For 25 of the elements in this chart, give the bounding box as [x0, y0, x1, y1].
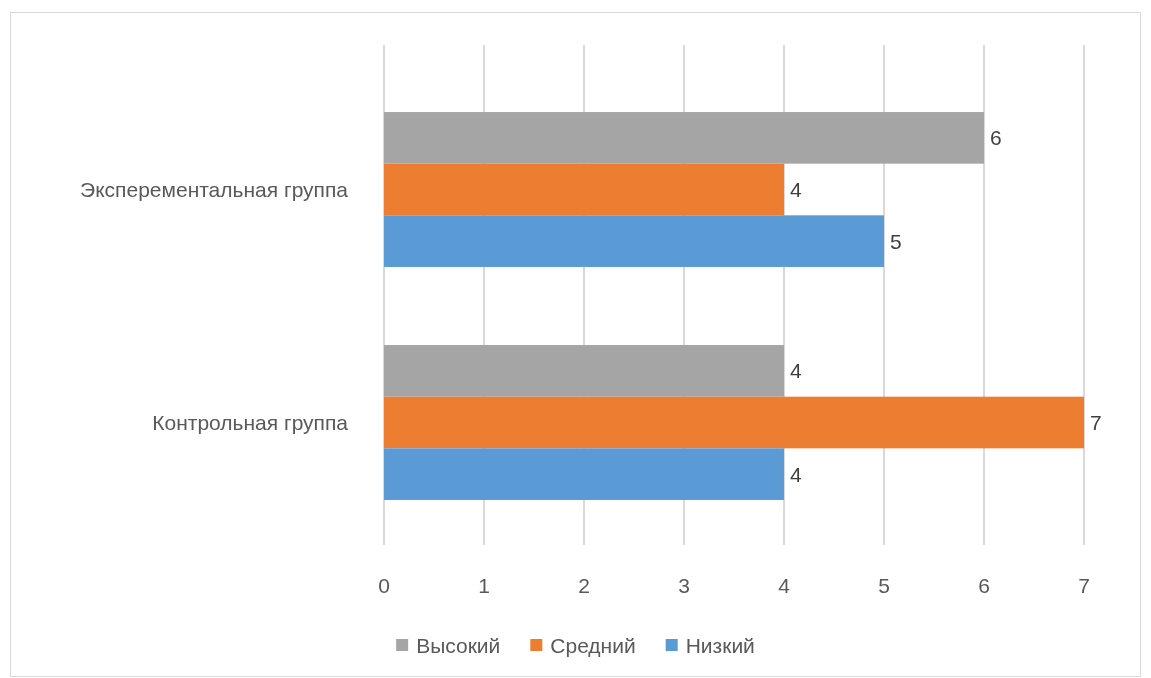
x-tick-label: 6 [978, 573, 990, 597]
data-label: 7 [1090, 411, 1102, 434]
data-label: 4 [790, 462, 802, 486]
x-tick-label: 5 [878, 573, 890, 597]
legend-label: Низкий [685, 633, 755, 657]
data-label: 5 [890, 229, 902, 253]
bar [384, 112, 984, 164]
y-tick-label: Контрольная группа [152, 411, 349, 434]
x-tick-label: 3 [678, 573, 690, 597]
bar [384, 396, 1084, 449]
y-tick-label: Эксперементальная группа [80, 178, 349, 201]
legend-label: Средний [550, 633, 636, 657]
x-tick-label: 1 [478, 573, 490, 597]
data-label: 4 [790, 178, 802, 201]
bar [384, 448, 784, 500]
x-tick-label: 4 [778, 573, 791, 597]
x-tick-label: 7 [1078, 573, 1090, 597]
data-label: 4 [790, 359, 802, 383]
legend-label: Высокий [416, 633, 501, 657]
x-tick-label: 2 [578, 573, 590, 597]
x-tick-label: 0 [378, 573, 390, 597]
bar [384, 163, 784, 216]
bar [384, 215, 884, 267]
data-label: 6 [990, 126, 1002, 150]
bar [384, 345, 784, 397]
